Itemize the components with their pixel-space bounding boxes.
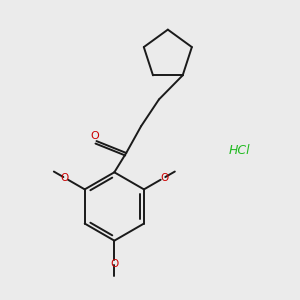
Text: O: O — [61, 173, 69, 183]
Text: HCl: HCl — [228, 143, 250, 157]
Text: O: O — [91, 131, 99, 141]
Text: O: O — [110, 259, 118, 269]
Text: O: O — [160, 173, 168, 183]
